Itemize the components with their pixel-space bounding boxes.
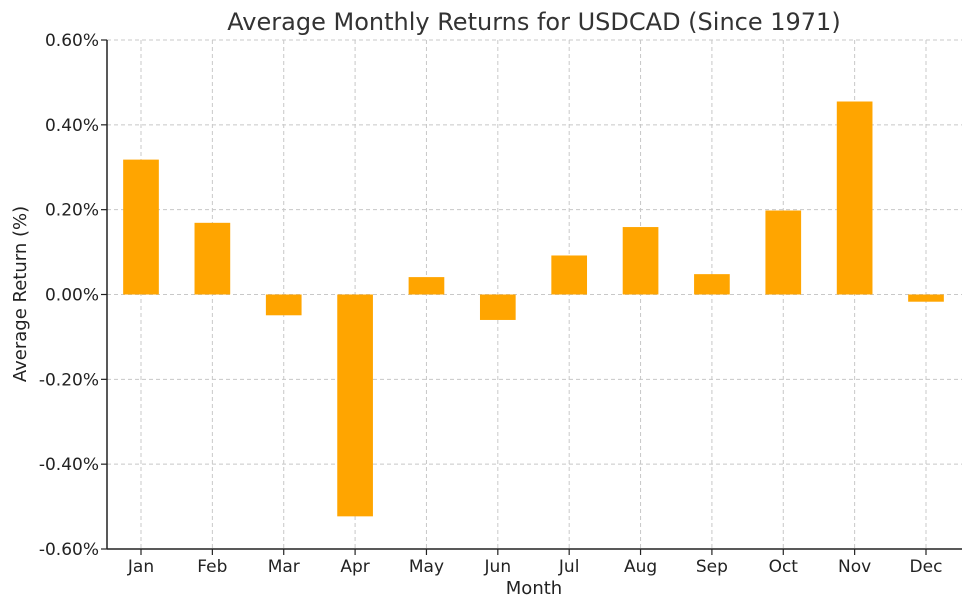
- bar-nov: [836, 101, 873, 295]
- x-tick-label: Jan: [127, 557, 154, 577]
- x-tick-label: Sep: [696, 557, 728, 577]
- y-tick-label: -0.20%: [39, 370, 99, 390]
- bar-apr: [337, 294, 373, 517]
- chart-title: Average Monthly Returns for USDCAD (Sinc…: [227, 8, 840, 36]
- bar-feb: [194, 222, 231, 295]
- bar-jun: [479, 294, 516, 320]
- grid: [107, 39, 962, 550]
- y-tick-label: 0.20%: [45, 201, 99, 221]
- x-tick-label: Jun: [484, 557, 512, 577]
- bar-jan: [123, 159, 159, 295]
- x-tick-label: Dec: [910, 557, 943, 577]
- bar-may: [408, 277, 445, 295]
- x-tick-label: Apr: [340, 557, 369, 577]
- y-tick-label: 0.00%: [45, 286, 99, 306]
- x-axis-label: Month: [506, 578, 562, 599]
- y-axis-label: Average Return (%): [10, 206, 31, 382]
- bar-sep: [694, 274, 730, 295]
- x-tick-label: Aug: [624, 557, 657, 577]
- x-tick-label: Nov: [838, 557, 871, 577]
- x-tick-label: Jul: [558, 557, 580, 577]
- y-tick-label: 0.40%: [45, 116, 99, 136]
- bar-mar: [265, 294, 302, 316]
- bar-oct: [765, 210, 802, 295]
- bar-aug: [622, 227, 659, 295]
- axes: -0.60% -0.40% -0.20% 0.00% 0.20% 0.40% 0.60% Ja…: [39, 31, 962, 577]
- y-tick-label: -0.60%: [39, 540, 99, 560]
- bars: [123, 101, 944, 517]
- x-tick-label: Oct: [769, 557, 799, 577]
- y-tick-label: -0.40%: [39, 455, 99, 475]
- x-tick-label: Mar: [268, 557, 300, 577]
- y-tick-label: 0.60%: [45, 31, 99, 51]
- bar-dec: [908, 294, 944, 302]
- bar-jul: [551, 255, 588, 295]
- x-tick-label: May: [409, 557, 444, 577]
- x-tick-label: Feb: [197, 557, 227, 577]
